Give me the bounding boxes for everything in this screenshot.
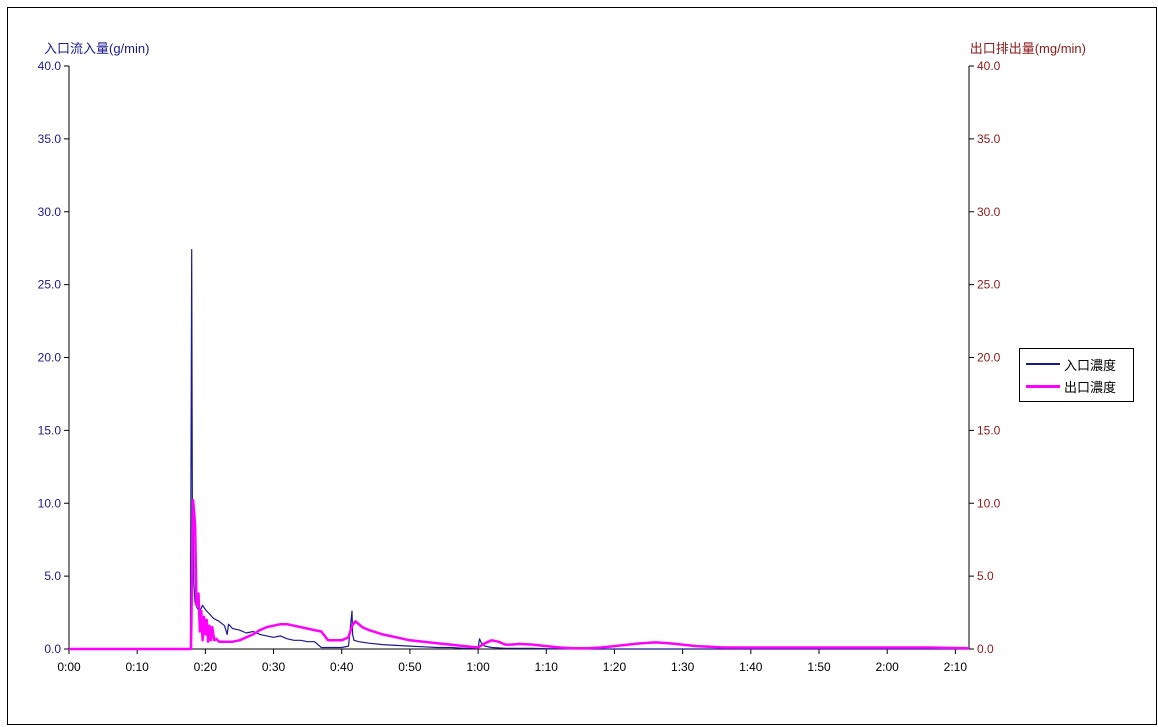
left-y-tick-label: 0.0 xyxy=(44,642,61,656)
x-tick-label: 2:10 xyxy=(944,660,968,674)
x-tick-label: 1:10 xyxy=(535,660,559,674)
left-y-tick-label: 10.0 xyxy=(38,496,62,510)
right-y-tick-label: 15.0 xyxy=(977,423,1001,437)
right-y-tick-label: 10.0 xyxy=(977,496,1001,510)
legend-item-outlet: 出口濃度 xyxy=(1020,375,1133,397)
x-tick-label: 1:20 xyxy=(603,660,627,674)
legend-swatch-outlet xyxy=(1026,384,1060,388)
x-tick-label: 1:50 xyxy=(807,660,831,674)
chart-plot: 0.0 5.0 10.0 15.0 20.0 25.0 30.0 35.0 40.0 0.0 5.0… xyxy=(38,59,1001,674)
left-y-tick-label: 20.0 xyxy=(38,351,62,365)
left-y-tick-label: 5.0 xyxy=(44,569,61,583)
right-y-tick-label: 20.0 xyxy=(977,351,1001,365)
left-y-tick-label: 15.0 xyxy=(38,423,62,437)
legend-label-outlet: 出口濃度 xyxy=(1064,379,1117,395)
right-y-tick-label: 0.0 xyxy=(977,642,994,656)
left-axis-title: 入口流入量(g/min) xyxy=(44,41,150,56)
right-y-tick-label: 30.0 xyxy=(977,205,1001,219)
x-tick-label: 0:40 xyxy=(330,660,354,674)
right-axis-title: 出口排出量(mg/min) xyxy=(969,41,1086,56)
legend-label-inlet: 入口濃度 xyxy=(1064,357,1117,373)
legend: 入口濃度 出口濃度 xyxy=(1019,348,1134,402)
x-tick-label: 1:40 xyxy=(739,660,763,674)
left-y-tick-label: 35.0 xyxy=(38,132,62,146)
right-y-tick-label: 40.0 xyxy=(977,59,1001,73)
x-tick-label: 1:00 xyxy=(466,660,490,674)
x-tick-label: 1:30 xyxy=(671,660,695,674)
x-tick-label: 0:50 xyxy=(398,660,422,674)
series-line-inlet xyxy=(69,249,969,650)
chart-frame: 入口流入量(g/min) 出口排出量(mg/min) 0.0 5.0 10.0 15.… xyxy=(7,7,1157,725)
x-tick-label: 0:20 xyxy=(194,660,218,674)
legend-item-inlet: 入口濃度 xyxy=(1020,353,1133,375)
left-y-tick-label: 40.0 xyxy=(38,59,62,73)
series-line-outlet xyxy=(69,499,970,651)
x-tick-label: 0:30 xyxy=(262,660,286,674)
x-tick-label: 2:00 xyxy=(876,660,900,674)
left-y-tick-label: 30.0 xyxy=(38,205,62,219)
left-y-tick-label: 25.0 xyxy=(38,278,62,292)
right-y-tick-label: 25.0 xyxy=(977,278,1001,292)
right-y-tick-label: 35.0 xyxy=(977,132,1001,146)
x-tick-label: 0:10 xyxy=(126,660,150,674)
x-tick-label: 0:00 xyxy=(57,660,81,674)
legend-swatch-inlet xyxy=(1026,363,1060,365)
right-y-tick-label: 5.0 xyxy=(977,569,994,583)
